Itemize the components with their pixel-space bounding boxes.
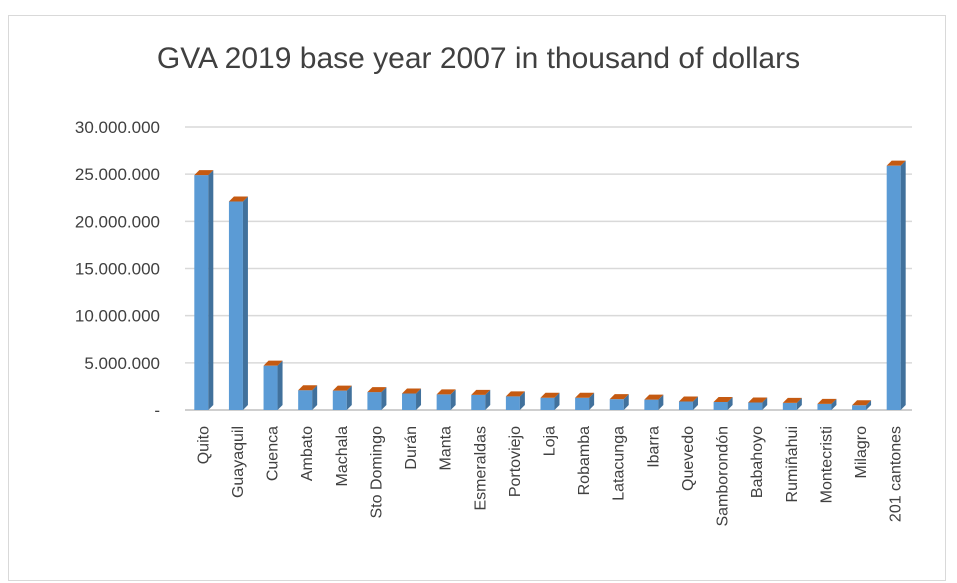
bar bbox=[367, 392, 382, 410]
bar bbox=[609, 399, 624, 410]
bar bbox=[644, 399, 659, 410]
bar bbox=[678, 401, 693, 410]
bar-side bbox=[658, 394, 664, 410]
bar-side bbox=[727, 396, 733, 410]
bar-side bbox=[519, 391, 525, 410]
bar-side bbox=[312, 385, 318, 410]
bar bbox=[194, 175, 209, 410]
bar-top bbox=[644, 394, 664, 400]
y-tick-label: 30.000.000 bbox=[75, 118, 160, 137]
bar bbox=[298, 390, 313, 410]
bar-side bbox=[277, 360, 283, 410]
bar-side bbox=[900, 160, 906, 410]
bar-top bbox=[748, 397, 768, 403]
bar bbox=[332, 390, 347, 410]
x-tick-label: Milagro bbox=[853, 426, 870, 479]
bar-side bbox=[381, 387, 387, 410]
bar bbox=[402, 393, 417, 410]
bar bbox=[263, 365, 278, 410]
bar-top bbox=[436, 389, 456, 395]
bar-top bbox=[886, 160, 906, 166]
bar bbox=[713, 401, 728, 410]
bar-top bbox=[505, 391, 525, 397]
bar-side bbox=[623, 394, 629, 410]
x-tick-label: Portoviejo bbox=[507, 426, 524, 497]
bar-side bbox=[554, 392, 560, 410]
bar-side bbox=[485, 389, 491, 410]
bar-top bbox=[852, 400, 872, 406]
bar bbox=[817, 403, 832, 410]
bar-side bbox=[866, 400, 872, 410]
y-tick-label: - bbox=[154, 401, 160, 420]
bar-top bbox=[575, 392, 595, 398]
bar-side bbox=[692, 396, 698, 410]
y-tick-label: 20.000.000 bbox=[75, 212, 160, 231]
bar-top bbox=[817, 398, 837, 404]
bar-side bbox=[208, 170, 214, 410]
bar bbox=[540, 397, 555, 410]
y-tick-label: 25.000.000 bbox=[75, 165, 160, 184]
x-tick-label: Montecristi bbox=[818, 426, 835, 503]
bar bbox=[575, 397, 590, 410]
x-tick-label: Machala bbox=[334, 426, 351, 487]
x-tick-label: Quito bbox=[195, 426, 212, 464]
bar-top bbox=[298, 385, 318, 391]
bar bbox=[748, 402, 763, 410]
chart-frame bbox=[8, 15, 946, 581]
y-tick-label: 5.000.000 bbox=[84, 354, 160, 373]
bar-side bbox=[762, 397, 768, 410]
x-tick-label: Cuenca bbox=[265, 426, 282, 481]
bar bbox=[852, 405, 867, 410]
x-tick-label: Quevedo bbox=[680, 426, 697, 491]
x-tick-label: Loja bbox=[542, 426, 559, 456]
x-tick-label: Robamba bbox=[576, 426, 593, 495]
bar bbox=[471, 394, 486, 410]
bar-top bbox=[194, 170, 214, 176]
bar-side bbox=[796, 397, 802, 410]
bar bbox=[505, 396, 520, 410]
bar-side bbox=[346, 385, 352, 410]
y-tick-label: 15.000.000 bbox=[75, 260, 160, 279]
x-tick-label: Samborondón bbox=[715, 426, 732, 527]
bar-side bbox=[416, 388, 422, 410]
bar-top bbox=[367, 387, 387, 393]
bar-top bbox=[609, 394, 629, 400]
bar-side bbox=[242, 196, 248, 410]
bar-top bbox=[402, 388, 422, 394]
x-tick-label: Babahoyo bbox=[749, 426, 766, 498]
x-tick-label: Esmeraldas bbox=[472, 426, 489, 510]
bar-side bbox=[831, 398, 837, 410]
x-tick-label: Guayaquil bbox=[230, 426, 247, 498]
bar-top bbox=[678, 396, 698, 402]
bar bbox=[436, 394, 451, 410]
bar-top bbox=[263, 360, 283, 366]
x-tick-label: Latacunga bbox=[611, 426, 628, 501]
bar bbox=[228, 201, 243, 410]
x-tick-label: 201 cantones bbox=[888, 426, 905, 522]
bar-top bbox=[228, 196, 248, 202]
y-tick-label: 10.000.000 bbox=[75, 307, 160, 326]
chart-title: GVA 2019 base year 2007 in thousand of d… bbox=[156, 42, 801, 75]
x-tick-label: Ibarra bbox=[645, 426, 662, 468]
bar-top bbox=[540, 392, 560, 398]
x-tick-label: Ambato bbox=[299, 426, 316, 481]
x-tick-label: Durán bbox=[403, 426, 420, 470]
bar-top bbox=[471, 389, 491, 395]
x-tick-label: Manta bbox=[438, 426, 455, 471]
bar bbox=[886, 165, 901, 410]
bar-top bbox=[782, 397, 802, 403]
bar-top bbox=[332, 385, 352, 391]
bar bbox=[782, 402, 797, 410]
x-tick-label: Rumiñahui bbox=[784, 426, 801, 502]
bar-top bbox=[713, 396, 733, 402]
bar-side bbox=[589, 392, 595, 410]
x-tick-label: Sto Domingo bbox=[368, 426, 385, 519]
bar-side bbox=[450, 389, 456, 410]
